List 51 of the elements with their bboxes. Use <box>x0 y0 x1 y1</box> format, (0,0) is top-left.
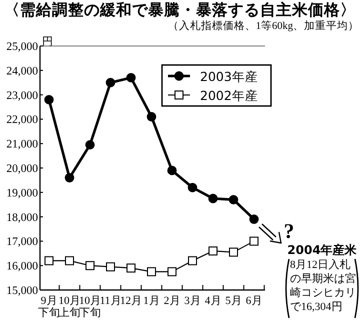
y-tick-label: 22,000 <box>6 114 38 126</box>
point <box>249 214 259 224</box>
point <box>126 73 136 82</box>
y-tick-label: 19,000 <box>6 187 38 200</box>
x-tick-label: 10月下旬 <box>79 295 101 319</box>
point <box>188 256 197 266</box>
point <box>106 78 116 88</box>
point <box>168 267 176 276</box>
point <box>85 140 95 150</box>
y-tick-label: 17,000 <box>6 236 38 248</box>
chart-title: 〈需給調整の緩和で暴騰・暴落する自主米価格〉 <box>4 0 356 19</box>
x-tick-label: 4月 <box>204 295 222 307</box>
y-axis-title: 円 <box>42 36 53 48</box>
legend-label: 2003年産 <box>200 69 258 84</box>
x-tick-label: 10月上旬 <box>58 295 80 319</box>
point <box>86 261 94 270</box>
point <box>228 195 238 204</box>
x-tick-label: 3月 <box>184 295 201 307</box>
x-tick-label: 12月 <box>120 295 142 307</box>
point <box>106 262 115 272</box>
x-tick-label: 11月 <box>100 295 122 307</box>
y-tick-label: 21,000 <box>6 138 38 151</box>
x-tick-label: 1月 <box>143 295 160 307</box>
x-tick-label: 2月 <box>164 295 180 307</box>
point <box>167 166 177 176</box>
y-tick-label: 24,000 <box>6 65 38 78</box>
y-tick-label: 25,000 <box>6 41 38 53</box>
point <box>44 94 54 104</box>
legend-label: 2002年産 <box>200 88 258 103</box>
chart-subtitle: （入札指標価格、1等60kg、加重平均） <box>168 19 359 32</box>
point <box>208 194 218 204</box>
point <box>65 256 74 266</box>
y-tick-label: 15,000 <box>6 285 38 297</box>
y-tick-label: 23,000 <box>6 90 38 102</box>
point <box>126 264 136 273</box>
point <box>250 236 258 246</box>
x-tick-label: 9月下旬 <box>38 295 60 319</box>
point <box>64 173 74 182</box>
y-tick-label: 18,000 <box>6 212 38 224</box>
point <box>147 267 156 276</box>
x-tick-label: 5月 <box>225 295 242 307</box>
y-tick-label: 20,000 <box>6 163 38 175</box>
x-tick-label: 6月 <box>246 295 262 307</box>
text: 2004年産米 <box>286 242 358 259</box>
text: ? <box>284 219 294 243</box>
point <box>208 246 218 256</box>
point <box>44 256 54 266</box>
point <box>229 248 238 257</box>
point <box>188 182 198 192</box>
y-tick-label: 16,000 <box>6 260 38 273</box>
point <box>146 112 156 122</box>
